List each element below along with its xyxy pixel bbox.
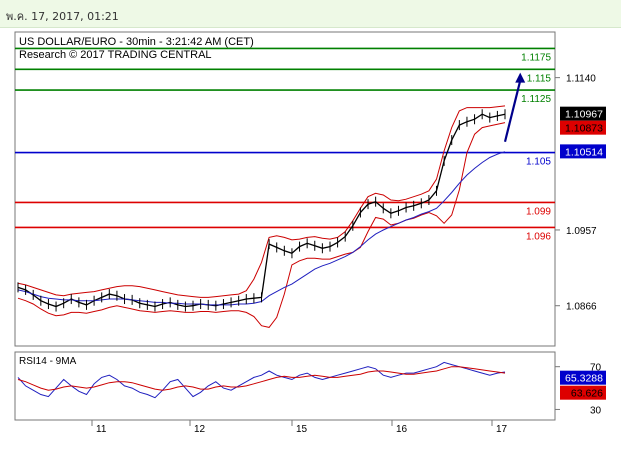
x-tick-label: 16 xyxy=(396,424,408,435)
chart-title: US DOLLAR/EURO - 30min - 3:21:42 AM (CET… xyxy=(19,36,254,48)
level-label: 1.096 xyxy=(526,231,551,242)
x-tick-label: 17 xyxy=(496,424,508,435)
price-tag xyxy=(560,385,606,400)
price-tag xyxy=(560,370,606,385)
price-tag-label: 1.10873 xyxy=(565,123,603,135)
y-tick-label: 1.1140 xyxy=(566,74,596,85)
level-label: 1.099 xyxy=(526,206,551,217)
price-tag xyxy=(560,106,606,121)
price-tag-label: 65.3288 xyxy=(565,373,603,385)
rsi-ma-line xyxy=(17,366,506,391)
level-label: 1.115 xyxy=(527,73,552,84)
rsi-y-tick-label: 30 xyxy=(590,405,602,416)
date-text: พ.ค. 17, 2017, 01:21 xyxy=(6,10,119,23)
rsi-panel xyxy=(14,351,556,421)
y-tick-label: 1.0957 xyxy=(566,226,597,237)
level-label: 1.105 xyxy=(526,157,551,168)
price-tag-label: 1.10514 xyxy=(565,146,603,158)
price-tag-label: 1.10967 xyxy=(565,109,603,121)
rsi-y-tick-label: 70 xyxy=(590,363,602,374)
x-tick-label: 12 xyxy=(194,424,206,435)
level-label: 1.1175 xyxy=(521,52,551,63)
price-tag xyxy=(560,120,606,135)
forecast-arrow xyxy=(503,80,522,142)
x-tick-label: 11 xyxy=(96,424,107,435)
x-tick-label: 15 xyxy=(296,424,308,435)
date-bar: พ.ค. 17, 2017, 01:21 xyxy=(0,0,621,28)
rsi-line xyxy=(17,361,506,399)
price-tag-label: 63.626 xyxy=(571,388,603,400)
y-tick-label: 1.0866 xyxy=(566,302,597,313)
forecast-arrow-head xyxy=(515,72,526,83)
bollinger-lower-line xyxy=(17,122,506,328)
level-label: 1.1125 xyxy=(521,94,551,105)
chart-subtitle: Research © 2017 TRADING CENTRAL xyxy=(19,49,212,61)
price-panel xyxy=(14,31,556,347)
rsi-title: RSI14 - 9MA xyxy=(19,356,77,367)
price-tag xyxy=(560,144,606,159)
bollinger-upper-line xyxy=(17,105,506,298)
